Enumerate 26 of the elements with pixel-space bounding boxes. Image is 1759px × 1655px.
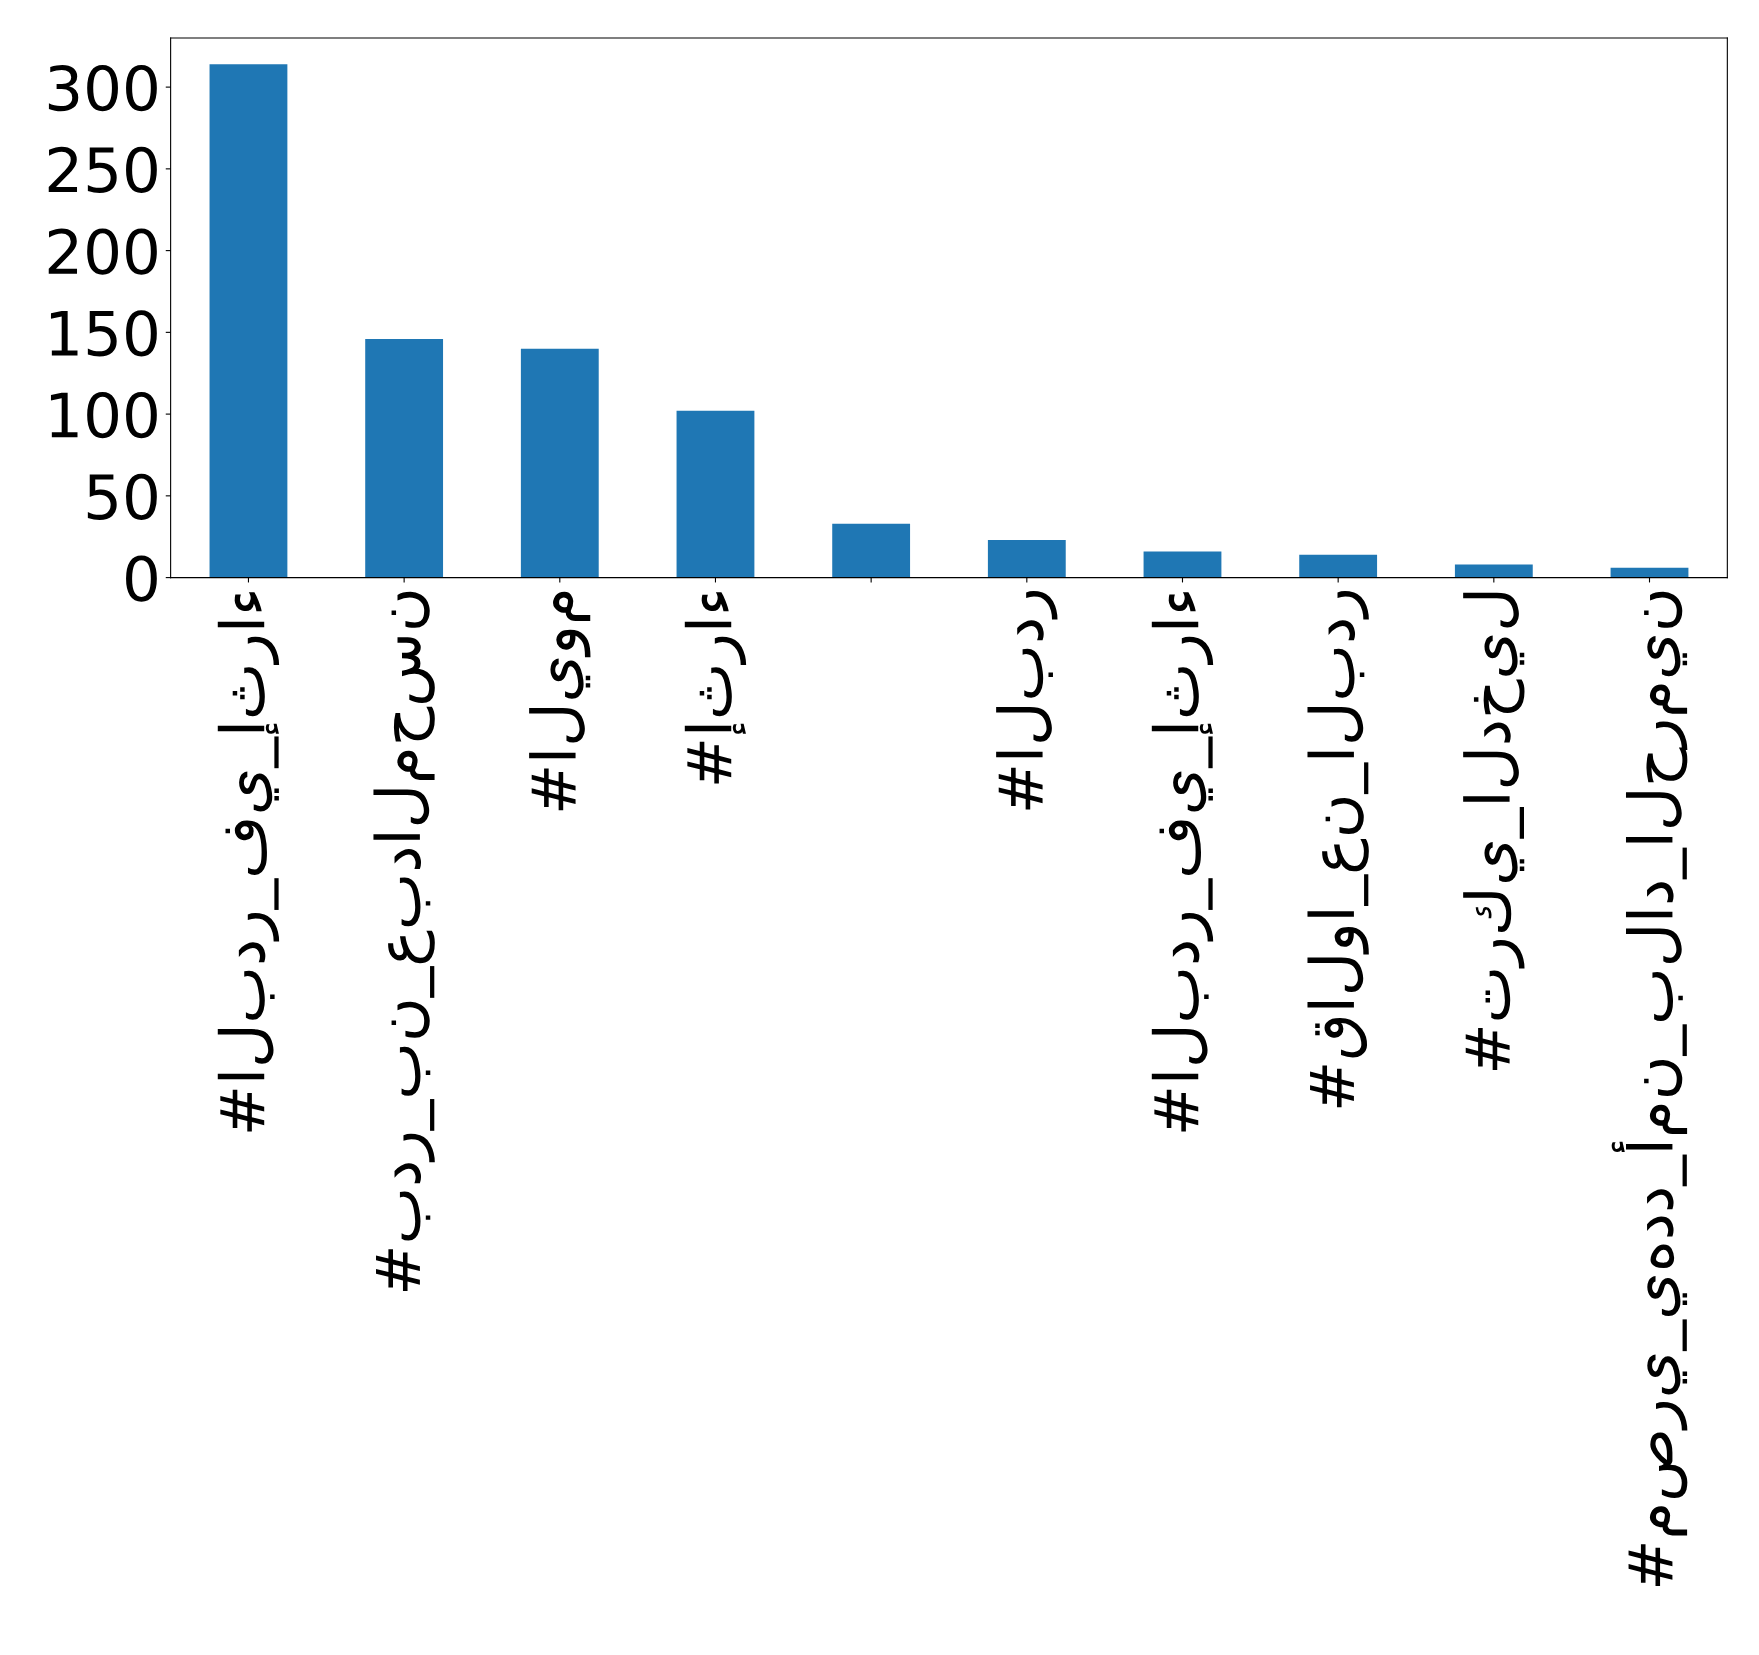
y-tick-label: 100 [50,391,157,439]
y-tick-label: 150 [50,310,157,357]
bar [1454,564,1533,578]
y-tick-label: 200 [48,228,157,275]
y-tick-label: 50 [87,473,157,520]
x-tick-label: #البدر [996,591,1058,810]
x-tick-label: #مصري_يهدد_أمن_بلاد_الحرمين [1611,591,1688,1587]
x-tick-label: #قالوا_عن_البدر [1307,591,1369,1108]
x-tick-label: #إثراء [684,592,747,784]
bar [209,64,288,578]
x-tick-label: #اليوم [529,591,591,811]
y-tick-label: 300 [48,64,157,112]
x-tick-label: #تركي_الدخيل [1463,592,1525,1070]
x-tick-label: #بدر_بن_عبدالمحسن [373,591,435,1291]
bar [520,348,599,578]
bar [832,523,911,578]
y-tick-label: 0 [126,555,157,602]
bar [1610,567,1689,578]
bar [676,410,755,578]
y-tick-label: 250 [48,146,157,193]
bar [987,539,1066,578]
bar [1143,551,1222,578]
x-tick-label: #البدر_في_إثراء [1151,592,1214,1132]
bar [1299,554,1378,578]
x-tick-label: #البدر_في_إثراء [217,592,280,1132]
bar [365,338,444,578]
